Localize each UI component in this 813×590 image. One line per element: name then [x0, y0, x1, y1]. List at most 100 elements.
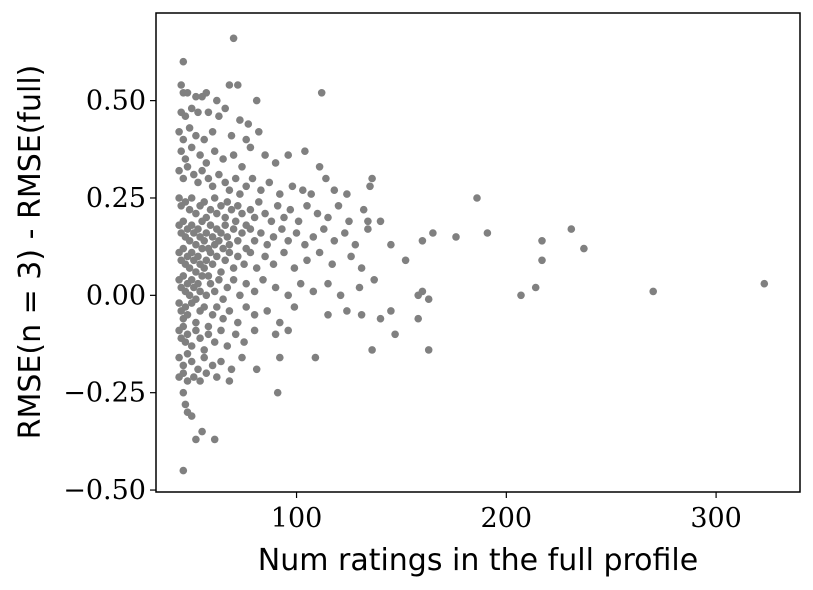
data-point	[187, 276, 196, 284]
data-point	[236, 291, 244, 300]
data-point	[276, 353, 284, 362]
data-point	[219, 244, 227, 253]
data-point	[208, 182, 217, 191]
data-point	[192, 92, 200, 101]
data-point	[194, 178, 202, 187]
data-point	[250, 326, 259, 335]
data-point	[284, 291, 293, 300]
data-point	[200, 264, 208, 272]
data-point	[357, 311, 366, 319]
data-point	[315, 163, 324, 171]
data-point	[299, 186, 307, 194]
data-point	[252, 365, 261, 374]
data-point	[242, 279, 250, 288]
data-point	[190, 170, 198, 179]
data-point	[196, 287, 204, 296]
y-tick-label: 0.25	[86, 183, 146, 214]
data-point	[202, 89, 211, 97]
data-point	[234, 81, 242, 89]
data-point	[269, 260, 278, 269]
data-point	[290, 303, 299, 311]
data-point	[280, 213, 288, 222]
data-point	[261, 151, 269, 159]
data-point	[257, 229, 265, 237]
data-point	[229, 225, 238, 233]
data-point	[315, 248, 324, 257]
data-point	[181, 112, 190, 120]
data-point	[179, 466, 188, 475]
data-point	[213, 96, 221, 105]
data-point	[387, 307, 395, 315]
data-point	[538, 237, 546, 245]
data-point	[179, 217, 188, 226]
data-point	[206, 279, 215, 288]
data-point	[276, 190, 284, 198]
data-point	[181, 303, 190, 311]
data-point	[252, 264, 261, 272]
data-point	[236, 116, 244, 124]
data-point	[290, 264, 299, 272]
data-point	[202, 159, 211, 167]
data-point	[181, 400, 190, 409]
data-point	[192, 326, 200, 335]
data-point	[246, 205, 255, 214]
data-point	[271, 330, 280, 339]
data-point	[185, 291, 194, 300]
data-point	[357, 264, 366, 272]
data-point	[343, 307, 351, 315]
data-point	[221, 221, 229, 229]
plot-frame	[155, 12, 801, 493]
data-point	[219, 155, 227, 163]
data-point	[213, 252, 221, 261]
data-point	[242, 182, 250, 191]
data-point	[227, 205, 236, 214]
data-point	[198, 217, 206, 226]
x-axis-ticks: 100 200 300	[271, 492, 742, 534]
data-point	[368, 174, 376, 183]
data-point	[250, 287, 259, 296]
data-point	[198, 272, 206, 280]
x-tick-label: 100	[271, 503, 323, 534]
data-point	[452, 233, 460, 241]
data-point	[278, 225, 286, 233]
data-point	[221, 104, 229, 113]
data-point	[351, 240, 360, 249]
data-point	[244, 120, 253, 128]
data-point	[364, 217, 372, 226]
data-point	[284, 326, 293, 335]
x-axis-label: Num ratings in the full profile	[258, 543, 698, 578]
data-point	[238, 209, 246, 218]
data-point	[194, 225, 202, 233]
data-point	[364, 225, 372, 233]
data-point	[229, 34, 238, 43]
data-point	[223, 198, 232, 206]
data-point	[179, 244, 188, 253]
data-point	[286, 205, 295, 214]
y-tick-label: −0.50	[63, 475, 146, 506]
data-point	[217, 326, 225, 335]
data-point	[187, 357, 196, 366]
data-point	[273, 202, 282, 210]
data-point	[192, 131, 200, 140]
data-point	[225, 248, 234, 257]
data-point	[206, 248, 215, 257]
data-point	[324, 213, 332, 222]
data-point	[263, 307, 272, 315]
data-point	[187, 299, 196, 307]
data-point	[418, 237, 427, 245]
data-point	[217, 202, 225, 210]
data-point	[259, 276, 267, 284]
data-point	[517, 291, 525, 300]
data-point	[196, 151, 204, 159]
data-point	[252, 96, 261, 105]
data-point	[221, 256, 229, 265]
data-point	[376, 314, 385, 323]
data-point	[183, 89, 192, 97]
data-point	[185, 237, 194, 245]
data-point	[328, 260, 337, 269]
data-point	[649, 287, 657, 296]
data-point	[192, 240, 200, 249]
data-point	[221, 178, 229, 187]
data-point	[215, 276, 223, 284]
data-point	[254, 128, 263, 136]
